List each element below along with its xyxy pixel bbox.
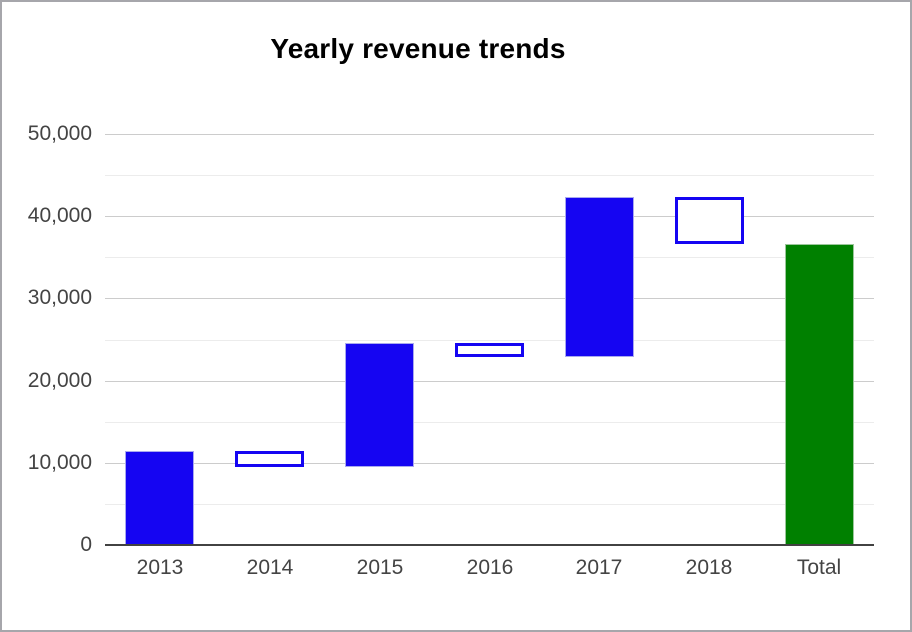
- bar-2017[interactable]: [564, 196, 634, 357]
- x-axis-label-2018: 2018: [685, 556, 733, 579]
- gridline-major: [105, 462, 874, 464]
- y-axis-tick-label: 30,000: [27, 286, 92, 309]
- x-axis-label-total: Total: [796, 556, 842, 579]
- y-axis-tick-label: 10,000: [27, 451, 92, 474]
- chart-title: Yearly revenue trends: [270, 33, 566, 64]
- gridline-minor: [105, 339, 874, 341]
- gridline-major: [105, 134, 874, 135]
- gridline-major: [105, 380, 874, 382]
- bar-2014[interactable]: [235, 450, 305, 467]
- y-axis-tick-label: 50,000: [27, 122, 92, 145]
- gridline-major: [105, 298, 874, 300]
- y-axis-tick-label: 0: [80, 533, 92, 556]
- y-axis-tick-label: 40,000: [27, 204, 92, 227]
- gridline-minor: [105, 175, 874, 177]
- gridline-minor: [105, 421, 874, 423]
- x-axis-label-2014: 2014: [246, 556, 294, 579]
- x-axis-label-2013: 2013: [136, 556, 184, 579]
- x-axis-label-2016: 2016: [466, 556, 514, 579]
- y-axis-tick-label: 20,000: [27, 369, 92, 392]
- x-axis-label-2017: 2017: [575, 556, 623, 579]
- x-axis-label-2015: 2015: [356, 556, 404, 579]
- x-axis-line: [105, 544, 874, 546]
- bar-total[interactable]: [784, 244, 854, 545]
- bar-2016[interactable]: [455, 342, 524, 357]
- gridline-minor: [105, 503, 874, 505]
- plot-area: [105, 134, 874, 546]
- bar-2013[interactable]: [125, 450, 195, 545]
- gridline-minor: [105, 257, 874, 259]
- bar-2015[interactable]: [345, 342, 415, 467]
- bar-2018[interactable]: [674, 196, 744, 245]
- gridline-major: [105, 216, 874, 218]
